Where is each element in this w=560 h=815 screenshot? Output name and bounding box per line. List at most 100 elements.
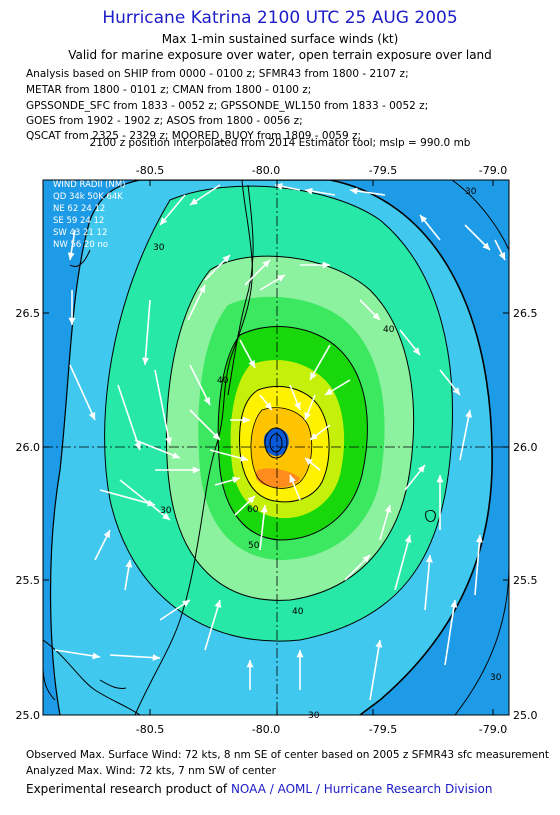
contour-label: 30 (308, 711, 320, 721)
wind-vector-head (247, 496, 255, 504)
wind-vector-head (372, 312, 380, 320)
wind-vector-head (68, 317, 76, 325)
wind-vector-head (305, 458, 313, 466)
wind-vector-head (248, 360, 255, 368)
wind-vector-head (450, 600, 458, 608)
wind-vector-head (125, 560, 133, 568)
wind-vector-head (214, 600, 222, 608)
wind-radii-row: NW 56 20 no (53, 240, 108, 250)
wind-vector-shaft (474, 534, 481, 596)
lon-tick-label: -80.0 (252, 723, 280, 736)
wind-vector-head (296, 650, 304, 658)
wind-contour-bands (43, 180, 509, 715)
wind-band (263, 428, 289, 456)
wind-vector-head (305, 187, 313, 195)
lat-tick-label: 26.0 (16, 441, 41, 454)
wind-vector-head (294, 402, 301, 410)
wind-vector-shaft (424, 554, 431, 611)
wind-vector-head (475, 535, 483, 543)
wind-vector-head (289, 475, 296, 483)
wind-vector-head (417, 465, 425, 473)
wind-vector-head (260, 505, 268, 513)
contour-label: 40 (217, 376, 229, 386)
lon-tick-label: -79.0 (479, 723, 507, 736)
wind-vector-head (375, 640, 383, 648)
wind-vector-head (190, 198, 198, 205)
wind-vector-head (212, 432, 220, 440)
contour-label: 40 (292, 607, 304, 617)
wind-vector-head (498, 252, 505, 260)
wind-vectors (54, 183, 506, 701)
wind-radii-header: QD 34k 50K 64K (53, 192, 123, 202)
lat-tick-label: 26.5 (513, 307, 538, 320)
lat-tick-label: 25.5 (16, 574, 41, 587)
wind-vector-head (262, 260, 270, 268)
wind-vector-head (350, 187, 358, 195)
wind-vector-shaft (69, 364, 96, 421)
wind-vector-shaft (119, 479, 171, 521)
interpolation-note: 2100 z position interpolated from 2014 E… (89, 137, 471, 149)
axis-ticks (43, 180, 509, 716)
wind-vector-head (465, 410, 472, 418)
source-line: METAR from 1800 - 0101 z; CMAN from 1800… (26, 84, 312, 96)
wind-vector-head (482, 242, 490, 250)
wind-vector-head (232, 476, 240, 484)
lon-tick-label: -80.0 (252, 164, 280, 177)
lat-tick-label: 25.0 (513, 709, 538, 722)
lat-tick-labels-left: 26.5 26.0 25.5 25.0 (16, 307, 41, 722)
source-line: GOES from 1902 - 1902 z; ASOS from 1800 … (26, 115, 303, 127)
wind-vector-shaft (117, 384, 141, 451)
lon-tick-label: -80.5 (136, 723, 164, 736)
wind-vector-head (88, 412, 96, 420)
lat-tick-label: 25.5 (513, 574, 538, 587)
contour-label: 30 (153, 243, 165, 253)
coastline (43, 180, 436, 715)
wind-vector-head (436, 475, 444, 483)
wind-vector-shaft (144, 299, 151, 366)
wind-radii-row: SE 59 24 12 (53, 216, 104, 226)
wind-radii-row: SW 43 21 12 (53, 228, 107, 238)
wind-vector-head (198, 285, 205, 293)
contour-label: 30 (160, 506, 172, 516)
wind-radii-title: WIND RADII (NM) (53, 180, 125, 190)
wind-vector-head (277, 275, 285, 282)
wind-vector-shaft (444, 599, 456, 666)
wind-vector-head (362, 555, 370, 563)
analyzed-max-wind: Analyzed Max. Wind: 72 kts, 7 nm SW of c… (26, 765, 276, 777)
wind-vector-head (92, 652, 100, 660)
wind-vector-head (203, 397, 210, 405)
wind-vector-head (165, 437, 172, 445)
wind-vector-shaft (259, 504, 266, 551)
map-title: Hurricane Katrina 2100 UTC 25 AUG 2005 (102, 8, 458, 28)
wind-vector-shaft (459, 409, 471, 461)
source-line: Analysis based on SHIP from 0000 - 0100 … (26, 68, 409, 80)
wind-radii-table: WIND RADII (NM) QD 34k 50K 64K NE 62 24 … (53, 180, 125, 250)
wind-vector-head (67, 252, 75, 260)
wind-vector-head (412, 347, 420, 355)
subtitle-exposure: Valid for marine exposure over water, op… (68, 48, 492, 62)
wind-vector-shaft (204, 599, 221, 651)
wind-contour-lines (43, 180, 509, 715)
wind-field-map: 30 30 30 30 30 40 40 40 50 60 WIND RADII… (16, 164, 538, 736)
credit-prefix: Experimental research product of (26, 782, 228, 796)
contour-labels: 30 30 30 30 30 40 40 40 50 60 (153, 187, 502, 721)
subtitle-winds: Max 1-min sustained surface winds (kt) (161, 32, 399, 46)
source-line: GPSSONDE_SFC from 1833 - 0052 z; GPSSOND… (26, 100, 429, 112)
wind-vector-shaft (99, 489, 156, 506)
wind-vector-shaft (154, 369, 171, 446)
credit-organization[interactable]: NOAA / AOML / Hurricane Research Divisio… (230, 782, 493, 796)
lon-tick-labels-top: -80.5 -80.0 -79.5 -79.0 (136, 164, 507, 177)
wind-vector-head (172, 452, 180, 459)
lat-tick-label: 26.0 (513, 441, 538, 454)
wind-vector-head (182, 600, 190, 607)
observed-max-wind: Observed Max. Surface Wind: 72 kts, 8 nm… (26, 749, 549, 761)
wind-vector-head (222, 255, 230, 263)
wind-vector-head (147, 499, 155, 507)
wind-band (255, 468, 300, 488)
wind-vector-head (103, 530, 110, 538)
wind-vector-head (452, 387, 460, 395)
wind-radii-row: NE 62 24 12 (53, 204, 105, 214)
wind-vector-head (162, 512, 170, 520)
wind-vector-head (325, 388, 333, 395)
wind-vector-shaft (109, 654, 161, 659)
